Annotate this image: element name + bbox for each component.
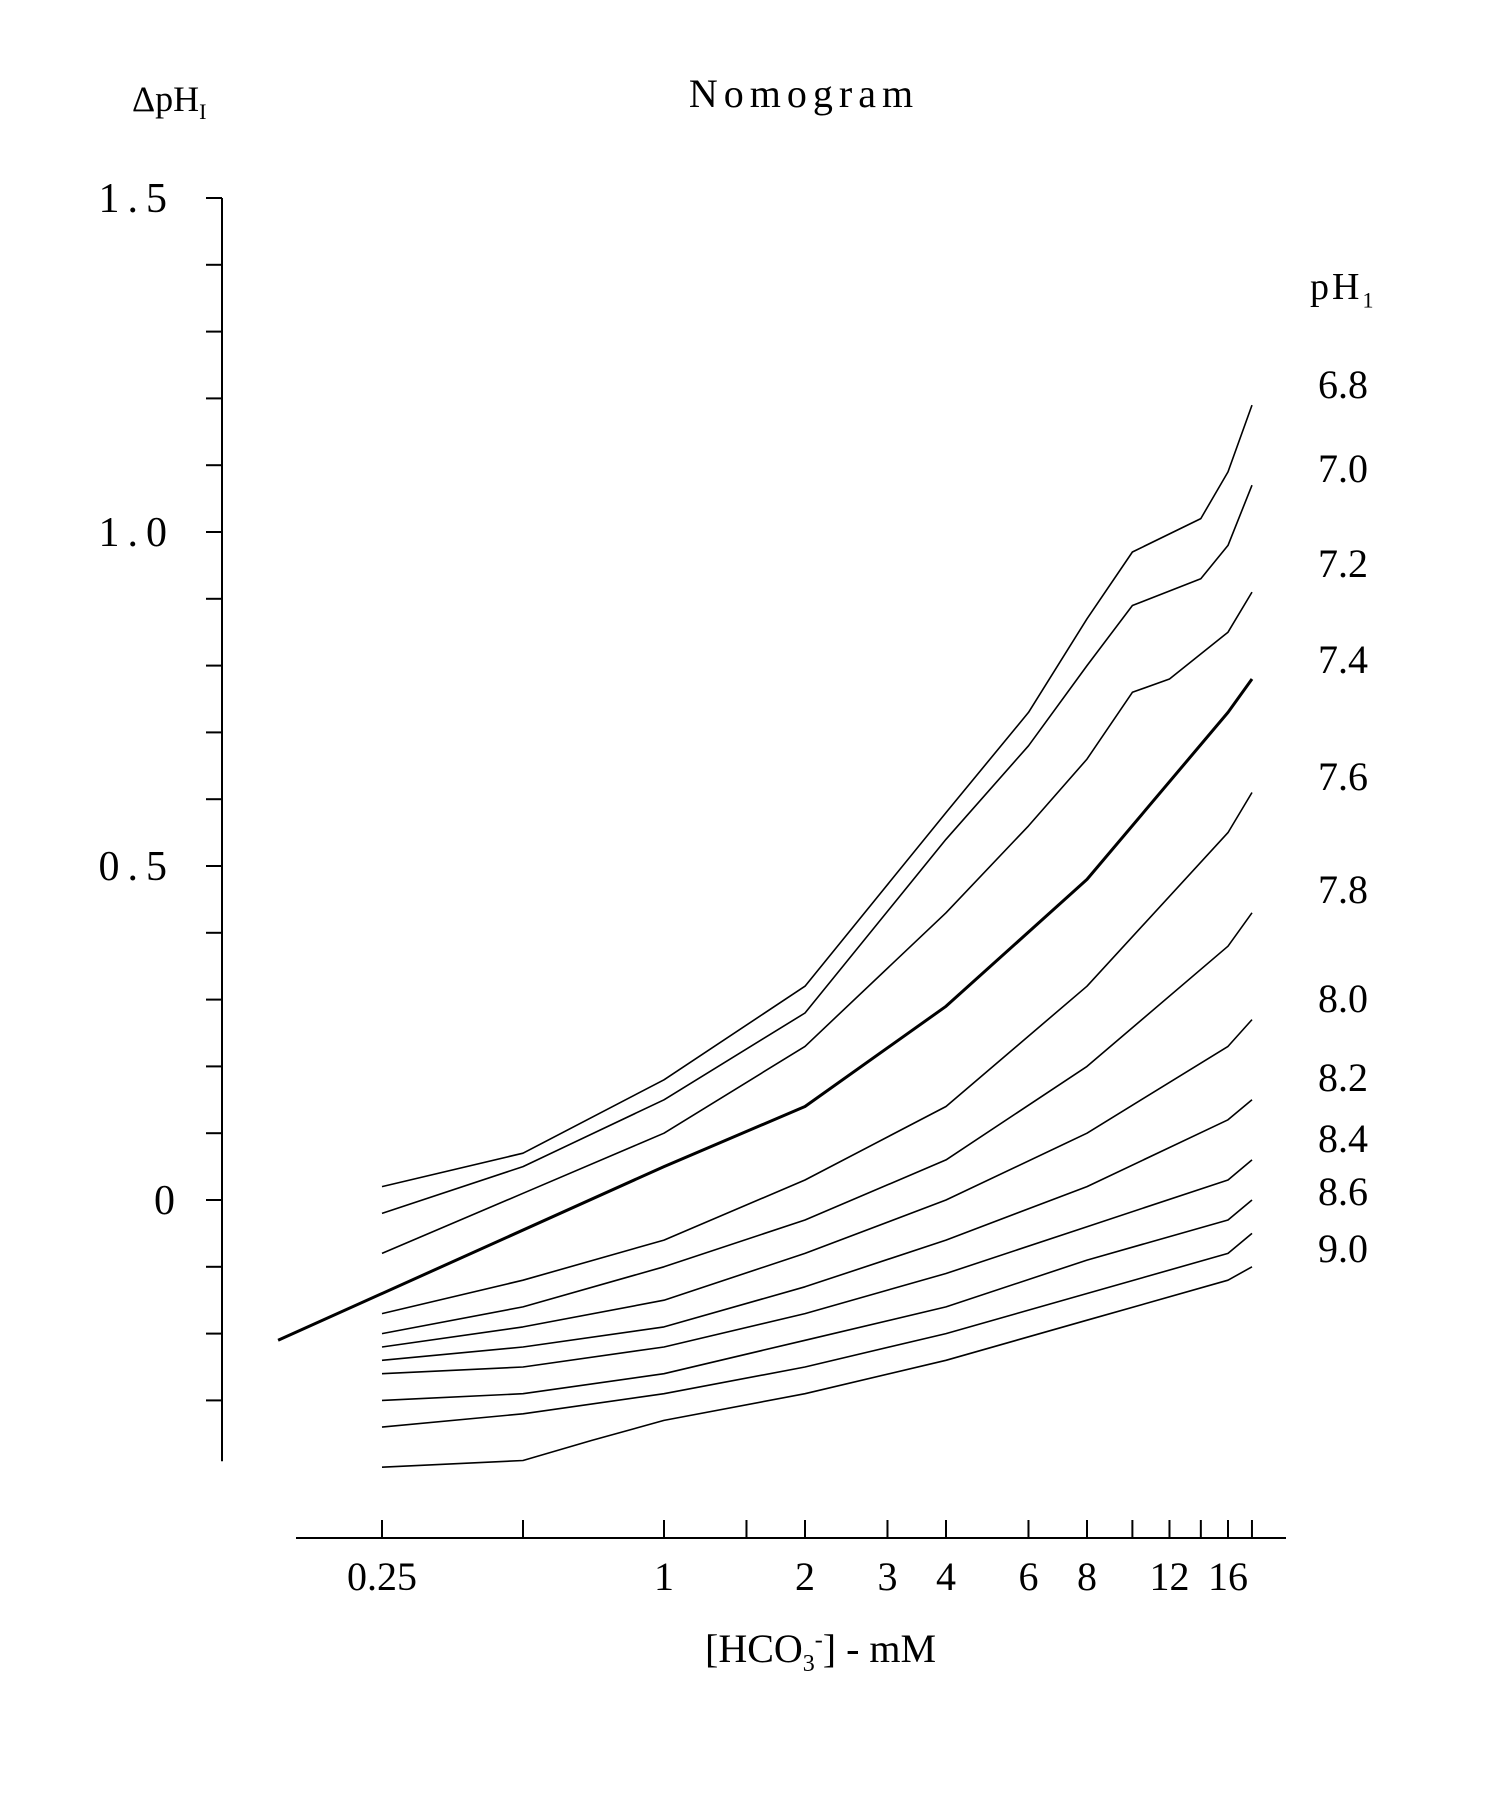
series-label: 8.2 xyxy=(1318,1055,1368,1100)
series-label: 8.0 xyxy=(1318,976,1368,1021)
x-tick-label: 12 xyxy=(1149,1554,1189,1599)
series-lines xyxy=(277,404,1254,1468)
series-line-8_2 xyxy=(381,1099,1253,1362)
y-tick-label: 1.5 xyxy=(99,176,176,222)
x-tick-label: 6 xyxy=(1018,1554,1038,1599)
series-label: 9.0 xyxy=(1318,1226,1368,1271)
y-tick-label: 0.5 xyxy=(99,844,176,890)
x-tick-label: 16 xyxy=(1208,1554,1248,1599)
series-label: 7.8 xyxy=(1318,867,1368,912)
x-axis-label-pre: [HCO xyxy=(705,1626,803,1671)
x-tick-label: 4 xyxy=(936,1554,956,1599)
series-line-6_8 xyxy=(381,404,1253,1188)
series-line-8_0 xyxy=(381,1019,1253,1348)
legend-title: pH1 xyxy=(1310,265,1376,314)
series-line-7_6 xyxy=(381,792,1253,1315)
series-line-8_4 xyxy=(381,1159,1253,1375)
x-axis-label-chem: [HCO3- xyxy=(705,1626,823,1677)
series-labels: 6.8 7.0 7.2 7.4 7.6 7.8 8.0 8.2 8.4 8.6 9.0 xyxy=(1318,362,1368,1271)
y-axis: 1.5 1.0 0.5 0 xyxy=(99,176,223,1462)
series-label: 7.4 xyxy=(1318,637,1368,682)
x-axis: 0.25 1 2 3 4 6 8 12 16 xyxy=(296,1520,1286,1599)
y-tick-label: 0 xyxy=(154,1178,175,1224)
y-axis-label-sub: I xyxy=(199,99,207,125)
x-axis-label-post: ] - mM xyxy=(822,1626,937,1671)
x-tick-label: 2 xyxy=(795,1554,815,1599)
series-line-7_8 xyxy=(381,912,1253,1335)
y-axis-label-main: ΔpH xyxy=(132,79,200,119)
x-axis-label-sub: 3 xyxy=(802,1651,815,1677)
y-axis-label: ΔpHI xyxy=(132,78,206,125)
x-axis-label: [HCO3-] - mM xyxy=(705,1625,936,1678)
series-label: 8.4 xyxy=(1318,1116,1368,1161)
series-line-7_2 xyxy=(381,591,1253,1255)
series-line-7_0 xyxy=(381,484,1253,1215)
series-line-9_0 xyxy=(381,1232,1253,1428)
x-axis-label-sup: - xyxy=(814,1627,823,1654)
y-tick-label: 1.0 xyxy=(99,510,176,556)
series-line-7_4 xyxy=(277,678,1254,1342)
series-label: 7.0 xyxy=(1318,446,1368,491)
series-line xyxy=(381,1266,1253,1468)
series-label: 7.6 xyxy=(1318,754,1368,799)
x-tick-label: 8 xyxy=(1077,1554,1097,1599)
series-label: 8.6 xyxy=(1318,1169,1368,1214)
series-line-8_6 xyxy=(381,1199,1253,1402)
x-tick-label: 3 xyxy=(877,1554,897,1599)
legend-title-sub: 1 xyxy=(1362,287,1377,313)
series-label: 6.8 xyxy=(1318,362,1368,407)
series-label: 7.2 xyxy=(1318,541,1368,586)
x-tick-label: 1 xyxy=(654,1554,674,1599)
x-tick-label: 0.25 xyxy=(347,1554,417,1599)
legend-title-main: pH xyxy=(1310,266,1363,308)
chart-title: Nomogram xyxy=(688,71,920,116)
